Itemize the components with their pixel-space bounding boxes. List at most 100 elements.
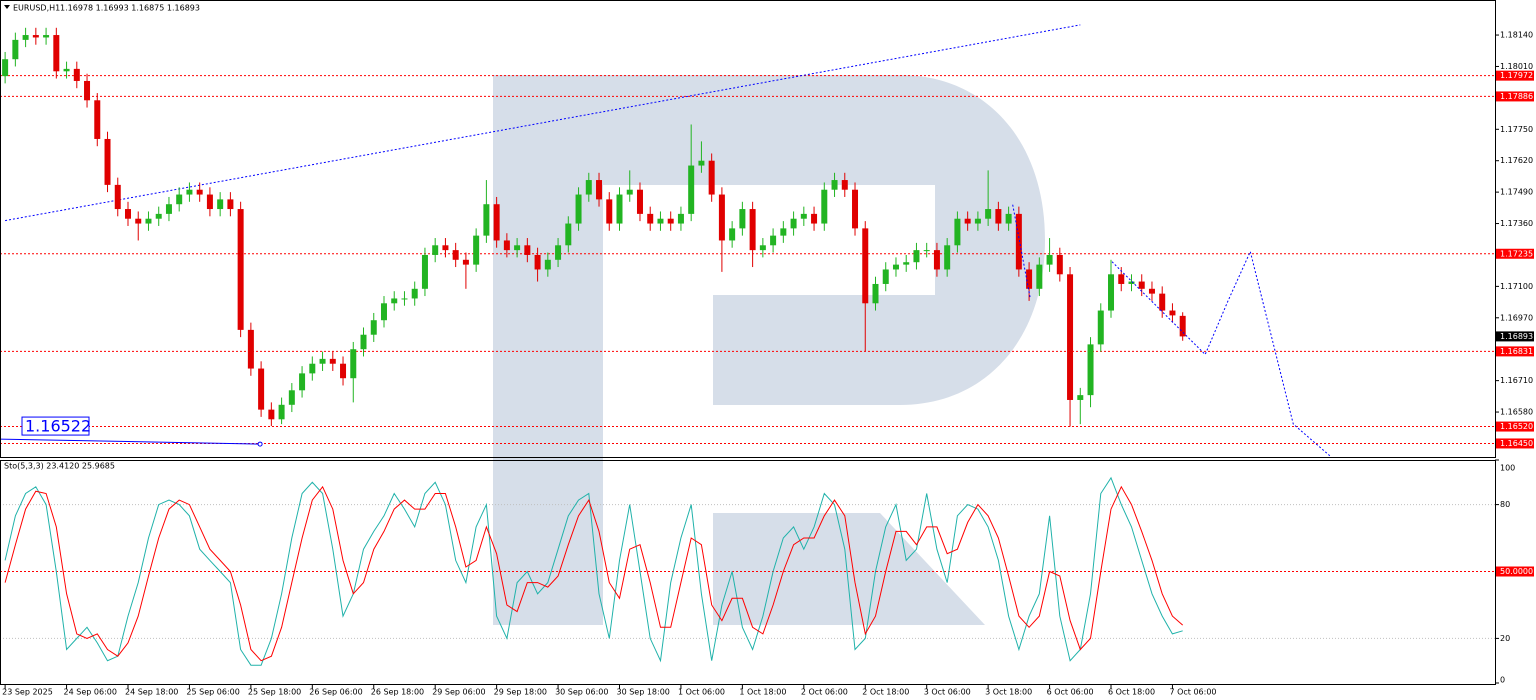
candle-body: [247, 329, 254, 369]
candle-body: [421, 254, 428, 289]
ohlc-text: 1.16978 1.16993 1.16875 1.16893: [60, 4, 200, 13]
candle-body: [1159, 293, 1166, 311]
candle-body: [821, 189, 828, 224]
level-label-box: [1496, 91, 1534, 102]
candle-body: [104, 138, 111, 185]
y-tick-label: 1.18140: [1500, 31, 1533, 40]
candle-body: [268, 409, 275, 420]
candle-body: [677, 213, 684, 224]
candle-body: [841, 180, 848, 190]
candle-body: [636, 189, 643, 214]
y-tick-label: 1.17100: [1500, 282, 1533, 291]
candle-body: [155, 213, 162, 219]
candle-body: [462, 259, 469, 265]
candle-body: [196, 189, 203, 195]
y-tick-label-box: [1496, 566, 1534, 577]
level-label: 1.16450: [1500, 439, 1533, 448]
symbol-title: EURUSD,H1: [13, 4, 60, 13]
candle-body: [667, 218, 674, 224]
y-tick-label: 1.18010: [1500, 62, 1533, 71]
candle-body: [1097, 310, 1104, 345]
current-price-label: 1.16893: [1500, 332, 1533, 341]
candle-body: [974, 218, 981, 224]
candle-body: [852, 189, 859, 229]
x-tick-label: 23 Sep 2025: [2, 688, 53, 697]
candle-body: [411, 288, 418, 299]
x-tick-label: 1 Oct 18:00: [739, 688, 786, 697]
x-tick-label: 3 Oct 06:00: [924, 688, 971, 697]
candle-body: [186, 189, 193, 195]
y-tick-label: 1.17620: [1500, 156, 1533, 165]
candle-body: [616, 194, 623, 224]
candle-body: [1015, 213, 1022, 270]
watermark-leg: [713, 513, 985, 625]
x-tick-label: 29 Sep 18:00: [494, 688, 547, 697]
oscillator-line: [4, 485, 1184, 662]
candle-body: [319, 358, 326, 364]
annotation-anchor: [257, 441, 263, 447]
annotation-box: [21, 416, 90, 436]
candle-body: [585, 180, 592, 195]
candle-body: [165, 204, 172, 214]
candle-body: [227, 199, 234, 210]
x-tick-label: 30 Sep 18:00: [617, 688, 670, 697]
candle-body: [258, 368, 265, 410]
candle-body: [708, 160, 715, 195]
candle-body: [124, 209, 131, 219]
x-tick-label: 24 Sep 18:00: [125, 688, 178, 697]
candle-body: [985, 209, 992, 219]
candle-body: [340, 363, 347, 379]
candle-body: [882, 269, 889, 284]
candle-body: [565, 223, 572, 246]
forecast-line: [1012, 204, 1331, 457]
price-panel-frame: [0, 0, 1496, 458]
x-tick-label: 24 Sep 06:00: [64, 688, 117, 697]
x-tick-label: 1 Oct 06:00: [678, 688, 725, 697]
y-tick-label: 0: [1500, 676, 1505, 685]
x-tick-label: 29 Sep 06:00: [432, 688, 485, 697]
candle-body: [176, 194, 183, 205]
candle-body: [933, 250, 940, 270]
candle-body: [892, 264, 899, 270]
candle-body: [544, 259, 551, 270]
candle-body: [32, 35, 39, 38]
candle-body: [903, 262, 910, 265]
annotation-line: [0, 438, 261, 445]
level-label: 1.16520: [1500, 422, 1533, 431]
y-tick-label: 1.16580: [1500, 408, 1533, 417]
menu-arrow: [4, 5, 10, 9]
candle-body: [43, 35, 50, 38]
level-label-box: [1496, 438, 1534, 449]
candle-body: [1046, 254, 1053, 265]
candle-body: [964, 218, 971, 224]
plot-layer: 1.16522: [0, 24, 1495, 666]
candle-body: [278, 404, 285, 420]
current-price-box: [1496, 331, 1534, 342]
candle-body: [831, 180, 838, 190]
y-tick-label: 50.0000: [1500, 567, 1533, 576]
candle-body: [1179, 315, 1186, 337]
candle-body: [575, 194, 582, 224]
level-label-box: [1496, 346, 1534, 357]
candle-body: [514, 245, 521, 251]
candle-body: [739, 209, 746, 229]
candle-body: [432, 245, 439, 255]
x-tick-label: 30 Sep 06:00: [555, 688, 608, 697]
level-label: 1.16831: [1500, 347, 1533, 356]
candle-body: [350, 349, 357, 379]
candle-body: [73, 68, 80, 81]
candle-body: [954, 218, 961, 246]
candle-body: [370, 320, 377, 335]
x-tick-label: 25 Sep 18:00: [248, 688, 301, 697]
x-tick-label: 6 Oct 06:00: [1047, 688, 1094, 697]
candle-body: [1077, 395, 1084, 400]
candle-body: [1036, 264, 1043, 289]
candle-body: [524, 245, 531, 255]
candle-body: [1067, 274, 1074, 400]
candle-body: [811, 213, 818, 224]
watermark-letter: [493, 75, 1045, 625]
candle-body: [145, 218, 152, 224]
candle-body: [53, 35, 60, 72]
candle-body: [1005, 213, 1012, 224]
